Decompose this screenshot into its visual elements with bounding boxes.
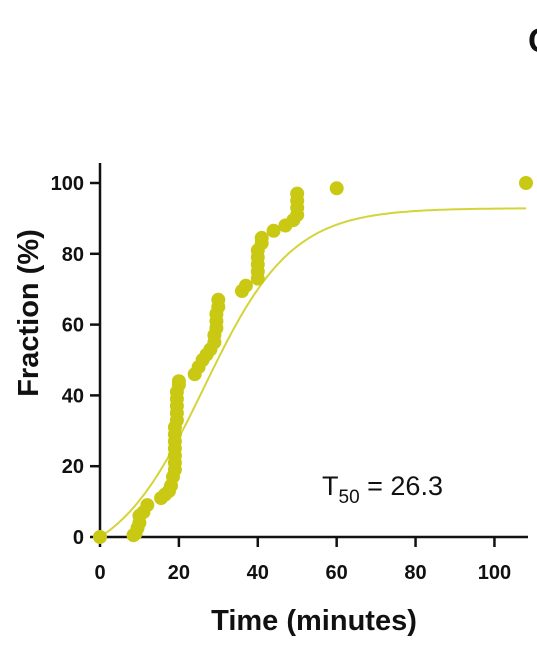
x-tick-label: 60 [326, 562, 348, 584]
t50-base: T [322, 471, 339, 501]
x-tick-label: 40 [247, 562, 269, 584]
y-tick-label: 60 [62, 315, 84, 337]
data-point [211, 292, 226, 307]
data-point [238, 278, 253, 293]
data-point [329, 181, 344, 196]
x-axis-title: Time (minutes) [211, 605, 417, 637]
data-point [290, 186, 305, 201]
x-tick-label: 0 [94, 562, 105, 584]
y-tick-label: 0 [73, 527, 84, 549]
y-tick-label: 20 [62, 456, 84, 478]
data-point [266, 223, 281, 238]
x-axis: 0 20 40 60 80 100 [94, 535, 528, 584]
data-point [93, 530, 107, 544]
panel-letter: C [528, 22, 537, 60]
y-tick-label: 80 [62, 244, 84, 266]
data-points [93, 176, 533, 544]
data-point [140, 498, 155, 513]
y-tick-label: 40 [62, 385, 84, 407]
t50-subscript: 50 [339, 487, 360, 508]
x-tick-label: 80 [404, 562, 426, 584]
data-point [254, 230, 269, 245]
t50-annotation: T50 = 26.3 [322, 471, 443, 508]
x-tick-label: 100 [478, 562, 511, 584]
y-axis-title: Fraction (%) [13, 229, 45, 397]
x-tick-label: 20 [168, 562, 190, 584]
data-point [171, 374, 186, 389]
data-point [519, 176, 533, 190]
y-tick-label: 100 [51, 173, 84, 195]
y-axis: 0 20 40 60 80 100 [51, 163, 102, 549]
t50-value: = 26.3 [360, 471, 443, 501]
